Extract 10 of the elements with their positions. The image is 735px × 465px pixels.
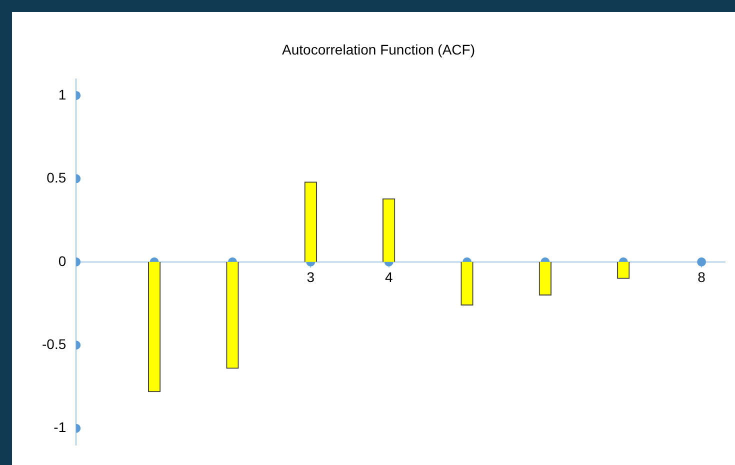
x-tick-label: 3 <box>306 269 315 286</box>
y-tick-label: 1 <box>58 86 66 102</box>
chart-title: Autocorrelation Function (ACF) <box>282 41 475 58</box>
x-tick-label: 4 <box>384 269 393 286</box>
y-tick-label: -0.5 <box>42 336 66 352</box>
x-tick-label: 8 <box>698 269 706 286</box>
y-tick-label: 0 <box>58 252 66 269</box>
y-tick-label: -1 <box>54 419 66 436</box>
y-tick-label: 0.5 <box>46 170 66 186</box>
point <box>697 257 706 266</box>
